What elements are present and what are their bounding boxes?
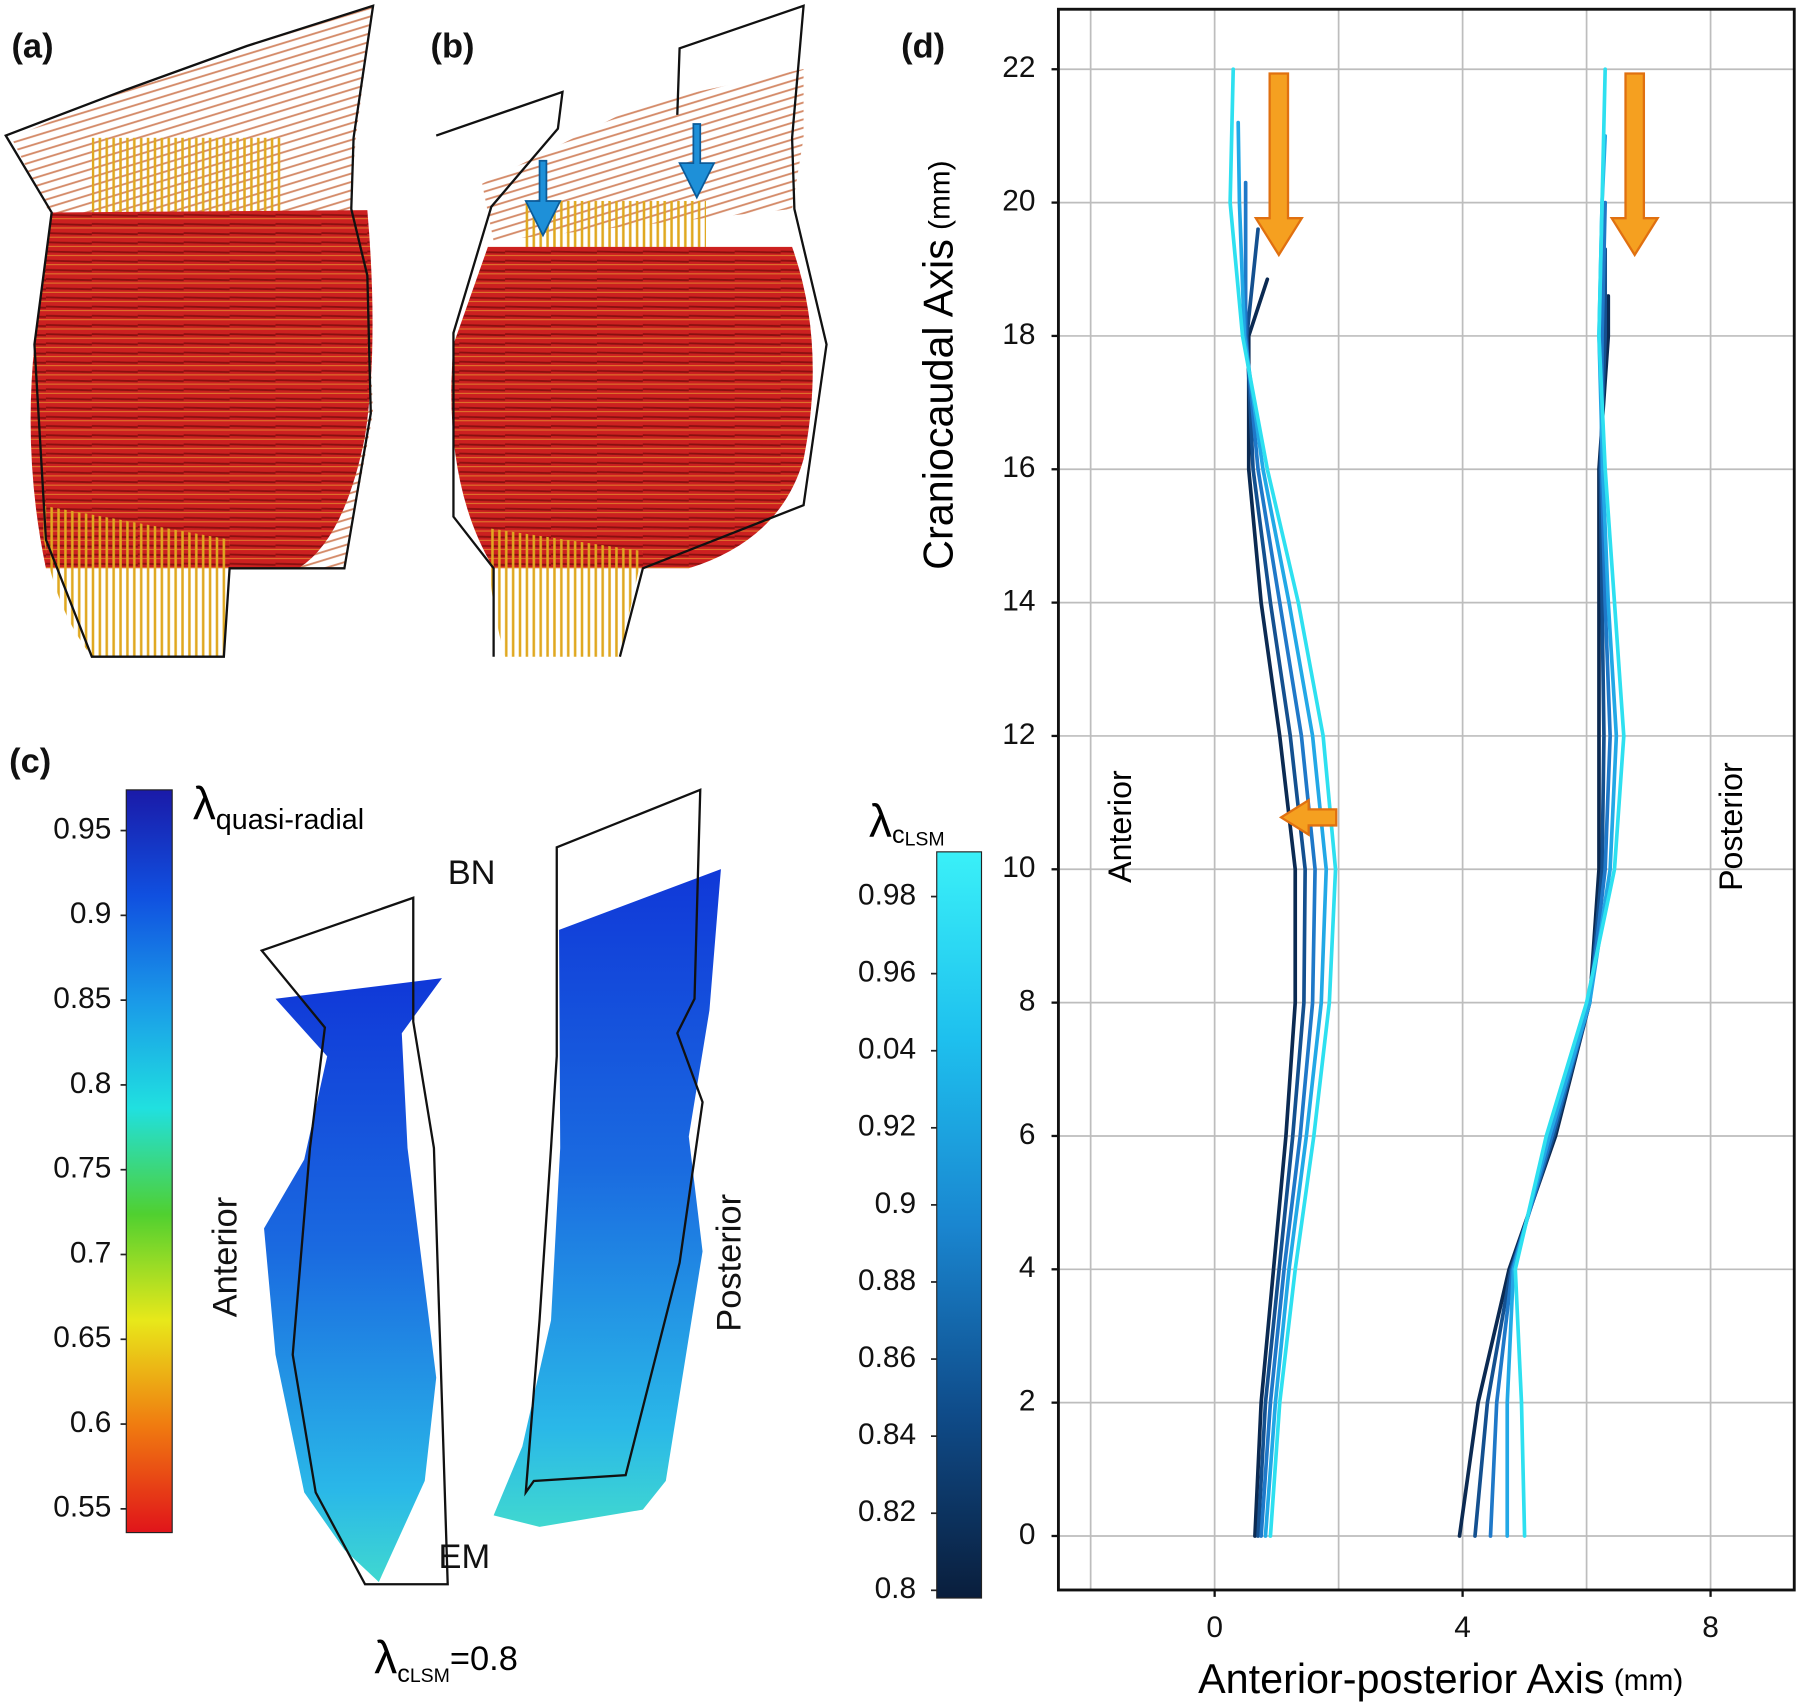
panel-label: (a) [11,27,53,65]
y-tick-label: 0 [1019,1518,1036,1551]
x-axis-label: Anterior-posterior Axis (mm) [1198,1656,1683,1702]
colorbar-tick-label: 0.82 [858,1495,916,1528]
symbol: λ [374,1631,397,1683]
axis-unit: (mm) [1614,1664,1684,1697]
colorbar-tick-label: 0.98 [858,878,916,911]
x-tick-label: 8 [1702,1611,1719,1644]
y-axis-label: Craniocaudal Axis (mm) [915,160,961,569]
subscript: quasi-radial [216,803,364,835]
symbol: λ [869,794,892,846]
panel-label: (c) [9,743,51,781]
subscript: c [397,1660,410,1688]
symbol: λ [193,777,216,829]
colorbar-tick-label: 0.7 [70,1236,111,1269]
line [1513,67,1626,1538]
colorbar-title: λquasi-radial [193,777,364,835]
y-tick-label: 20 [1002,184,1035,217]
axis-title: Anterior-posterior Axis [1198,1656,1604,1702]
colorbar [936,851,983,1599]
colorbar-tick-label: 0.9 [70,897,111,930]
axis-unit: (mm) [923,160,956,230]
colorbar-title: λcLSM [869,794,945,850]
colorbar-tick-label: 0.95 [53,812,111,845]
panel-b-image [435,4,828,657]
label-bn: BN [448,854,496,892]
colorbar-tick-label: 0.92 [858,1110,916,1143]
annotation: Anterior [1102,770,1138,883]
colorbar-tick-label: 0.88 [858,1264,916,1297]
axis-title: Craniocaudal Axis [915,239,961,570]
plot-frame [1056,7,1796,1592]
line [1245,227,1307,1538]
line [1236,120,1329,1538]
panel-label: (d) [901,27,945,65]
y-tick-label: 14 [1002,584,1035,617]
colorbar-tick-label: 0.86 [858,1341,916,1374]
colorbar-tick-label: 0.04 [858,1033,916,1066]
x-tick-label: 0 [1206,1611,1223,1644]
y-tick-label: 2 [1019,1385,1036,1418]
label-anterior: Anterior [206,1197,244,1318]
colorbar-tick-label: 0.85 [53,982,111,1015]
line [1473,247,1608,1538]
colorbar-tick-label: 0.75 [53,1152,111,1185]
colorbar-tick-label: 0.96 [858,956,916,989]
colorbar-tick-label: 0.55 [53,1491,111,1524]
panel-label: (b) [430,27,474,65]
panel-c-image [259,788,721,1586]
colorbar-tick-label: 0.8 [70,1067,111,1100]
colorbar [125,789,173,1534]
label-posterior: Posterior [710,1194,748,1332]
subscript: c [892,820,905,848]
y-tick-label: 6 [1019,1118,1036,1151]
colorbar-tick-label: 0.65 [53,1321,111,1354]
annotation: Posterior [1713,762,1749,891]
y-tick-label: 16 [1002,451,1035,484]
panel-a-image [4,4,375,658]
y-tick-label: 22 [1002,51,1035,84]
y-tick-label: 18 [1002,318,1035,351]
y-tick-label: 12 [1002,718,1035,751]
y-tick-label: 4 [1019,1251,1036,1284]
line [1246,277,1298,1538]
relation: = [450,1640,470,1678]
subsubscript: LSM [410,1665,450,1687]
subsubscript: LSM [905,829,945,851]
arrows [1253,72,1660,837]
line [1228,67,1338,1538]
label-em: EM [439,1538,491,1576]
annotation-value: 0.8 [470,1640,518,1678]
line [1243,180,1317,1538]
x-tick-label: 4 [1454,1611,1471,1644]
y-tick-label: 10 [1002,851,1035,884]
colorbar-tick-label: 0.6 [70,1406,111,1439]
colorbar-tick-label: 0.9 [875,1187,916,1220]
annotation: λcLSM=0.8 [374,1631,518,1687]
y-tick-label: 8 [1019,985,1036,1018]
colorbar-tick-label: 0.84 [858,1418,916,1451]
colorbar-tick-label: 0.8 [875,1572,916,1605]
